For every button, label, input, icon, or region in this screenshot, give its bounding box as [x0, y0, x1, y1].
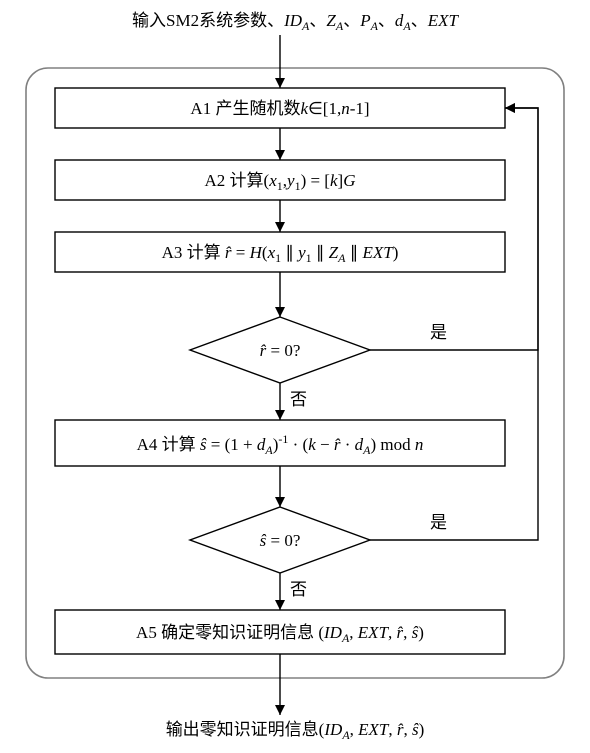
- top-label: 输入SM2系统参数、IDA、ZA、PA、dA、EXT: [132, 11, 460, 33]
- a1-label: A1 产生随机数k∈[1,n-1]: [190, 99, 369, 118]
- bottom-label: 输出零知识证明信息(IDA, EXT, r̂, ŝ): [166, 720, 425, 742]
- d2-no-label: 否: [290, 580, 307, 599]
- d1-no-label: 否: [290, 390, 307, 409]
- flowchart: 输入SM2系统参数、IDA、ZA、PA、dA、EXT A1 产生随机数k∈[1,n…: [0, 0, 590, 753]
- a5-label: A5 确定零知识证明信息 (IDA, EXT, r̂, ŝ): [136, 623, 424, 645]
- d2-label: ŝ = 0?: [260, 531, 301, 550]
- d1-label: r̂ = 0?: [260, 341, 301, 360]
- d1-yes-label: 是: [430, 323, 447, 342]
- d2-yes-label: 是: [430, 513, 447, 532]
